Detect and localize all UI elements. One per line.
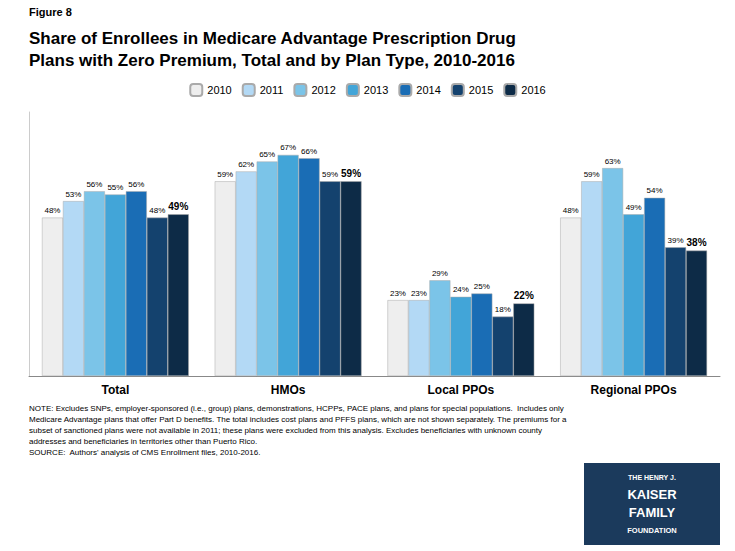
svg-text:24%: 24% <box>453 285 469 294</box>
svg-text:53%: 53% <box>65 190 81 199</box>
svg-text:67%: 67% <box>280 143 296 152</box>
svg-text:Medicare Advantage plans that: Medicare Advantage plans that offer Part… <box>29 415 567 424</box>
svg-text:56%: 56% <box>128 180 144 189</box>
svg-text:23%: 23% <box>390 289 406 298</box>
svg-text:29%: 29% <box>432 269 448 278</box>
svg-text:KAISER: KAISER <box>627 487 677 502</box>
svg-text:59%: 59% <box>584 170 600 179</box>
svg-text:Plans with Zero Premium, Total: Plans with Zero Premium, Total and by Pl… <box>29 51 515 70</box>
svg-text:63%: 63% <box>605 157 621 166</box>
svg-text:Total: Total <box>101 383 129 397</box>
svg-text:NOTE: Excludes SNPs, employer-: NOTE: Excludes SNPs, employer-sponsored … <box>29 404 564 413</box>
svg-text:FOUNDATION: FOUNDATION <box>627 526 676 535</box>
svg-text:39%: 39% <box>668 236 684 245</box>
svg-text:56%: 56% <box>86 180 102 189</box>
svg-text:2014: 2014 <box>416 84 440 96</box>
svg-text:THE HENRY J.: THE HENRY J. <box>628 474 676 481</box>
svg-text:Regional PPOs: Regional PPOs <box>591 383 677 397</box>
svg-text:2010: 2010 <box>207 84 231 96</box>
svg-text:48%: 48% <box>563 206 579 215</box>
svg-text:48%: 48% <box>149 206 165 215</box>
svg-text:2016: 2016 <box>521 84 545 96</box>
svg-text:59%: 59% <box>217 170 233 179</box>
svg-text:65%: 65% <box>259 150 275 159</box>
svg-text:66%: 66% <box>301 147 317 156</box>
svg-text:2015: 2015 <box>469 84 493 96</box>
svg-text:Local PPOs: Local PPOs <box>428 383 495 397</box>
svg-text:49%: 49% <box>168 201 188 212</box>
svg-text:18%: 18% <box>495 305 511 314</box>
svg-text:62%: 62% <box>238 160 254 169</box>
svg-text:25%: 25% <box>474 282 490 291</box>
svg-text:22%: 22% <box>514 290 534 301</box>
svg-text:Share of Enrollees in Medicare: Share of Enrollees in Medicare Advantage… <box>29 29 516 48</box>
svg-text:54%: 54% <box>647 186 663 195</box>
svg-text:23%: 23% <box>411 289 427 298</box>
svg-text:49%: 49% <box>626 203 642 212</box>
svg-text:addresses and beneficiaries in: addresses and beneficiaries in territori… <box>29 437 257 446</box>
svg-text:48%: 48% <box>44 206 60 215</box>
svg-text:subset of sanctioned plans wer: subset of sanctioned plans were not avai… <box>29 426 542 435</box>
svg-text:HMOs: HMOs <box>271 383 306 397</box>
svg-text:Figure 8: Figure 8 <box>29 6 72 18</box>
svg-text:38%: 38% <box>687 237 707 248</box>
svg-text:2012: 2012 <box>311 84 335 96</box>
svg-text:SOURCE: Authors' analysis of: SOURCE: Authors' analysis of CMS Enrollm… <box>29 448 260 457</box>
svg-text:2013: 2013 <box>364 84 388 96</box>
svg-text:FAMILY: FAMILY <box>629 505 676 520</box>
svg-text:59%: 59% <box>322 170 338 179</box>
svg-text:55%: 55% <box>107 183 123 192</box>
svg-text:2011: 2011 <box>260 84 284 96</box>
svg-text:59%: 59% <box>341 168 361 179</box>
